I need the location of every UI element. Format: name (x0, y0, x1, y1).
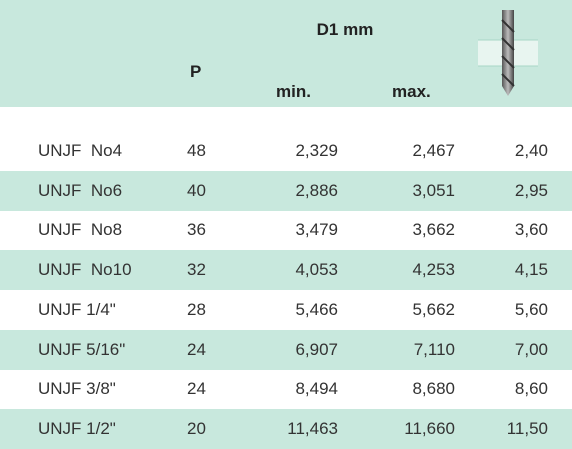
table-cell: 11,660 (404, 418, 455, 438)
header-min: min. (276, 82, 311, 101)
table-cell: 2,95 (514, 180, 548, 200)
header-max: max. (392, 82, 431, 101)
table-cell: UNJF No10 (38, 260, 132, 280)
table-cell: 36 (187, 220, 206, 240)
table-cell: 4,15 (514, 260, 548, 280)
table-row: UNJF 5/16" 24 6,907 7,110 7,00 (0, 329, 572, 370)
table-cell: UNJF 1/4" (38, 299, 116, 319)
table-cell: UNJF 3/8" (38, 379, 116, 399)
table-cell: 8,494 (295, 379, 338, 399)
table-cell: 3,479 (295, 220, 338, 240)
table-cell: 4,253 (412, 260, 455, 280)
table-cell: UNJF 1/2" (38, 418, 116, 438)
table-cell: 7,110 (413, 339, 455, 359)
table-cell: UNJF No8 (38, 220, 123, 240)
table-cell: 2,886 (295, 180, 338, 200)
table-cell: 2,467 (412, 141, 455, 160)
table-cell: 4,053 (295, 260, 338, 280)
header-p: P (190, 62, 202, 81)
table-cell: 20 (187, 418, 206, 438)
table-cell: 3,60 (514, 220, 548, 240)
table-cell: 11,50 (506, 418, 548, 438)
table-cell: 48 (187, 141, 206, 160)
table-cell: 5,60 (514, 299, 548, 319)
table-cell: 2,329 (295, 141, 338, 160)
table-row: UNJF No4 48 2,329 2,467 2,40 (0, 131, 572, 171)
table-row: UNJF 1/4" 28 5,466 5,662 5,60 (0, 290, 572, 330)
table-cell: UNJF No6 (38, 180, 123, 200)
table-row: UNJF 3/8" 24 8,494 8,680 8,60 (0, 369, 572, 409)
table-cell: 8,60 (514, 379, 548, 399)
table-cell: 5,662 (412, 299, 455, 319)
table-row: UNJF No6 40 2,886 3,051 2,95 (0, 170, 572, 211)
table-cell: 32 (187, 260, 206, 280)
table-header: D1 mm P min. max. (0, 0, 572, 107)
table-cell: UNJF 5/16" (38, 339, 126, 359)
table-cell: 3,662 (412, 220, 455, 240)
table-cell: 28 (187, 299, 206, 319)
table-cell: 2,40 (514, 141, 548, 160)
table-cell: 40 (187, 180, 206, 200)
drill-icon (478, 10, 538, 96)
table-cell: 6,907 (295, 339, 338, 359)
table-row: UNJF No8 36 3,479 3,662 3,60 (0, 210, 572, 250)
table-row: UNJF No10 32 4,053 4,253 4,15 (0, 250, 572, 291)
header-d1: D1 mm (316, 20, 374, 39)
table-cell: UNJF No4 (38, 141, 123, 160)
table-cell: 8,680 (412, 379, 455, 399)
table-cell: 3,051 (412, 180, 455, 200)
table-cell: 5,466 (295, 299, 338, 319)
table-cell: 24 (187, 379, 206, 399)
table-cell: 11,463 (287, 418, 338, 438)
table-cell: 7,00 (514, 339, 548, 359)
table-cell: 24 (187, 339, 206, 359)
table-row: UNJF 1/2" 20 11,463 11,660 11,50 (0, 408, 572, 449)
